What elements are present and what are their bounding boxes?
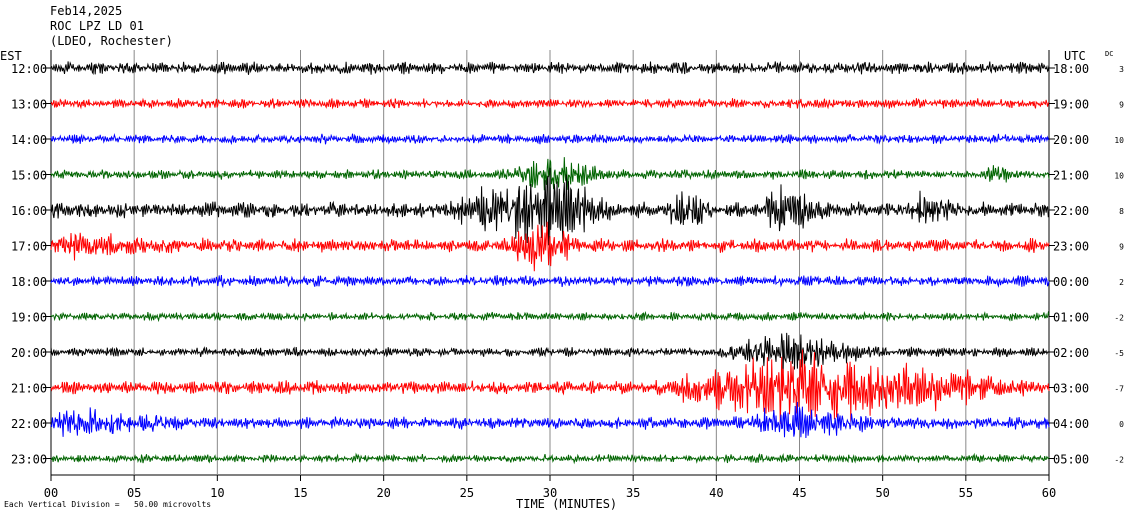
x-tick-label: 20 [376,486,390,500]
est-hour-label: 20:00 [11,346,47,360]
est-hour-label: 23:00 [11,453,47,467]
seismic-trace-row [50,132,1050,146]
dc-offset-value: 0 [1119,420,1124,429]
est-hour-label: 22:00 [11,417,47,431]
est-hour-label: 13:00 [11,98,47,112]
dc-offset-value: -2 [1114,314,1124,323]
dc-offset-value: 10 [1114,172,1124,181]
utc-hour-label: 04:00 [1053,417,1089,431]
dc-offset-value: -5 [1114,349,1124,358]
x-tick-label: 05 [127,486,141,500]
x-tick-label: 55 [959,486,973,500]
dc-column-label: DC [1105,50,1113,58]
utc-hour-label: 01:00 [1053,311,1089,325]
dc-offset-value: 10 [1114,136,1124,145]
dc-offset-value: 8 [1119,207,1124,216]
utc-hour-label: 03:00 [1053,382,1089,396]
est-hour-label: 17:00 [11,240,47,254]
dc-offset-value: -2 [1114,456,1124,465]
utc-hour-label: 20:00 [1053,133,1089,147]
seismic-trace-row [50,274,1050,289]
seismic-traces [50,60,1050,465]
est-hour-label: 14:00 [11,133,47,147]
record-date: Feb14,2025 [50,4,123,18]
dc-offset-value: 9 [1119,101,1124,110]
seismic-trace-row [50,97,1049,110]
utc-hour-label: 18:00 [1053,62,1089,76]
est-hour-label: 18:00 [11,275,47,289]
x-tick-label: 45 [792,486,806,500]
dc-offset-value: 2 [1119,278,1124,287]
seismic-trace-row [50,310,1050,323]
utc-zone-label: UTC [1064,49,1086,63]
network-name: (LDEO, Rochester) [50,34,173,48]
x-tick-label: 15 [293,486,307,500]
seismic-trace-row [51,60,1050,76]
seismic-trace-row [50,167,1050,246]
utc-hour-label: 00:00 [1053,275,1089,289]
seismic-trace-row [50,349,1050,425]
utc-hour-label: 22:00 [1053,204,1089,218]
dc-offset-value: 9 [1119,243,1124,252]
utc-hour-label: 19:00 [1053,98,1089,112]
seismic-trace-row [50,401,1050,439]
est-zone-label: EST [0,49,22,63]
x-tick-label: 10 [210,486,224,500]
utc-hour-label: 02:00 [1053,346,1089,360]
x-tick-label: 40 [709,486,723,500]
est-hour-label: 12:00 [11,62,47,76]
seismic-trace-row [50,452,1050,465]
seismic-trace-row [50,332,1050,374]
utc-hour-label: 23:00 [1053,240,1089,254]
x-tick-label: 00 [44,486,58,500]
seismic-trace-row [50,221,1050,272]
scale-footer-note: Each Vertical Division = 50.00 microvolt… [4,500,211,509]
x-tick-label: 35 [626,486,640,500]
x-tick-label: 25 [460,486,474,500]
x-tick-label: 30 [543,486,557,500]
seismic-trace-row [50,157,1050,191]
utc-hour-label: 05:00 [1053,453,1089,467]
station-code: ROC LPZ LD 01 [50,19,144,33]
est-hour-label: 16:00 [11,204,47,218]
chart-grid [50,50,1050,481]
est-hour-label: 15:00 [11,169,47,183]
dc-offset-value: -7 [1114,385,1124,394]
est-hour-label: 19:00 [11,311,47,325]
dc-offset-value: 3 [1119,65,1124,74]
x-tick-label: 60 [1042,486,1056,500]
x-axis-title: TIME (MINUTES) [516,497,617,511]
utc-hour-label: 21:00 [1053,169,1089,183]
est-hour-label: 21:00 [11,382,47,396]
x-tick-label: 50 [875,486,889,500]
